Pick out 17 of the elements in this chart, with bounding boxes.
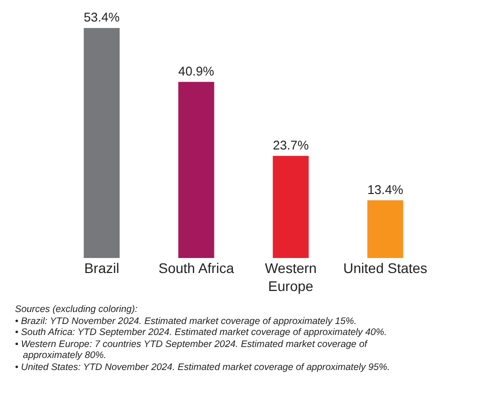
x-tick-label: Western Europe [264, 260, 317, 294]
data-label: 53.4% [84, 10, 120, 25]
x-tick-label: United States [343, 260, 428, 276]
data-label: 40.9% [178, 64, 214, 78]
data-label: 23.7% [272, 138, 309, 153]
text: • United States: YTD November 2024. Estimated market coverage of approximately 95%. [15, 362, 390, 373]
x-tick-label: Brazil [84, 260, 120, 276]
text: • Brazil: YTD November 2024. Estimated market coverage of approximately 15%. [15, 316, 357, 327]
bar [272, 156, 309, 258]
bar [178, 82, 214, 258]
text: • Western Europe: 7 countries YTD September 2024. Estimated market coverage of approximately 80%. [15, 339, 368, 361]
data-label: 13.4% [367, 182, 404, 197]
source-note: Sources (excluding coloring): [15, 304, 138, 315]
bar [84, 28, 120, 258]
bar [367, 200, 404, 258]
x-tick-label: South Africa [158, 260, 234, 276]
text: • South Africa: YTD September 2024. Estimated market coverage of approximately 40%. [15, 327, 387, 338]
